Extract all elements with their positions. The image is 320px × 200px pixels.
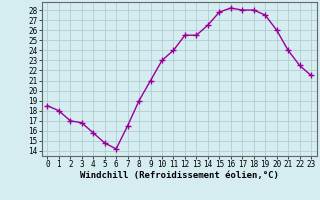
X-axis label: Windchill (Refroidissement éolien,°C): Windchill (Refroidissement éolien,°C) [80, 171, 279, 180]
